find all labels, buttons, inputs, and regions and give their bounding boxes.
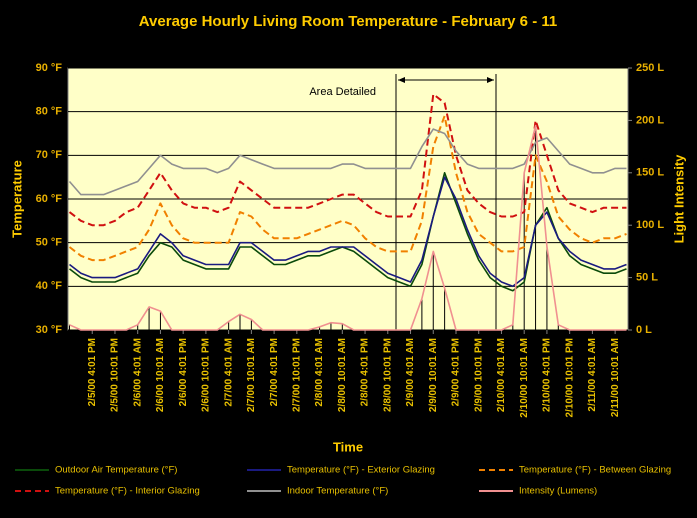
series-line <box>68 128 627 196</box>
legend-label: Outdoor Air Temperature (°F) <box>55 465 177 476</box>
y-tick-label: 50 °F <box>36 237 63 249</box>
x-tick-label: 2/7/00 10:01 AM <box>246 338 257 412</box>
x-tick-label: 2/5/00 10:01 PM <box>110 338 121 412</box>
y2-axis-title: Light Intensity <box>671 154 686 244</box>
series-line <box>68 115 627 262</box>
x-tick-label: 2/5/00 4:01 PM <box>87 338 98 406</box>
y-tick-label: 70 °F <box>36 149 63 161</box>
x-tick-label: 2/9/00 4:01 AM <box>405 338 416 407</box>
y-tick-label: 40 °F <box>36 280 63 292</box>
x-tick-label: 2/7/00 4:01 PM <box>269 338 280 406</box>
legend-label: Temperature (°F) - Exterior Glazing <box>287 465 435 476</box>
series-line <box>69 176 627 288</box>
legend-label: Temperature (°F) - Interior Glazing <box>55 486 200 497</box>
x-tick-label: 2/11/00 4:01 AM <box>587 338 598 412</box>
y2-tick-label: 100 L <box>636 219 664 231</box>
x-tick-label: 2/7/00 10:01 PM <box>291 338 302 412</box>
y-tick-label: 90 °F <box>36 62 63 74</box>
x-tick-label: 2/8/00 4:01 PM <box>360 338 371 406</box>
x-tick-label: 2/6/00 4:01 PM <box>178 338 189 406</box>
annotation: Area Detailed <box>309 86 376 98</box>
legend-label: Temperature (°F) - Between Glazing <box>519 465 671 476</box>
x-tick-label: 2/10/00 10:01 AM <box>519 338 530 418</box>
x-tick-label: 2/6/00 10:01 AM <box>155 338 166 412</box>
y-tick-label: 60 °F <box>36 193 63 205</box>
x-tick-label: 2/7/00 4:01 AM <box>223 338 234 407</box>
x-tick-label: 2/8/00 4:01 AM <box>314 338 325 407</box>
x-tick-label: 2/10/00 4:01 PM <box>542 338 553 412</box>
x-tick-label: 2/9/00 10:01 AM <box>428 338 439 412</box>
x-axis-title: Time <box>333 439 363 454</box>
legend-label: Indoor Temperature (°F) <box>287 486 388 497</box>
y2-tick-label: 0 L <box>636 324 652 336</box>
y2-tick-label: 150 L <box>636 167 664 179</box>
y2-tick-label: 250 L <box>636 62 664 74</box>
legend-label: Intensity (Lumens) <box>519 486 597 497</box>
x-tick-label: 2/11/00 10:01 AM <box>610 338 621 417</box>
series-line <box>69 124 627 331</box>
x-tick-label: 2/9/00 4:01 PM <box>451 338 462 406</box>
y2-tick-label: 200 L <box>636 114 664 126</box>
x-tick-label: 2/8/00 10:01 PM <box>382 338 393 412</box>
x-tick-label: 2/10/00 10:01 PM <box>564 338 575 418</box>
x-tick-label: 2/6/00 10:01 PM <box>201 338 212 412</box>
x-tick-label: 2/6/00 4:01 AM <box>132 338 143 407</box>
x-tick-label: 2/9/00 10:01 PM <box>473 338 484 412</box>
y-axis-title: Temperature <box>9 160 24 238</box>
y2-tick-label: 50 L <box>636 272 658 284</box>
x-tick-label: 2/10/00 4:01 AM <box>496 338 507 412</box>
y-tick-label: 30 °F <box>36 324 63 336</box>
chart-title: Average Hourly Living Room Temperature -… <box>139 13 557 30</box>
y-tick-label: 80 °F <box>36 106 63 118</box>
x-tick-label: 2/8/00 10:01 AM <box>337 338 348 412</box>
